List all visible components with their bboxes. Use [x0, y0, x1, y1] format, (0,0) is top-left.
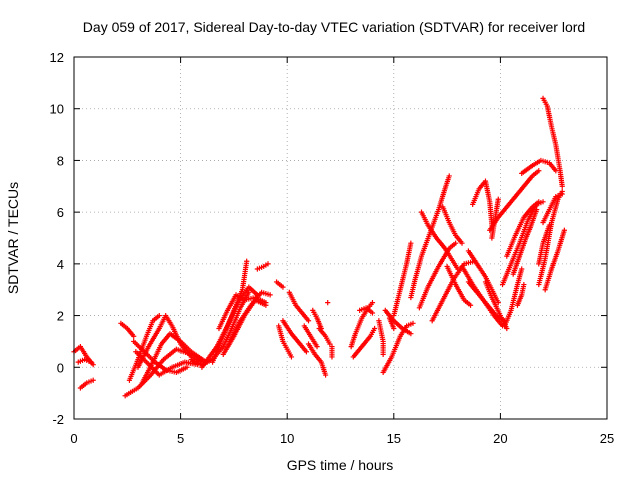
data-point	[536, 199, 542, 205]
x-tick-label: 15	[387, 431, 401, 446]
x-tick-label: 25	[600, 431, 614, 446]
y-tick-label: 4	[57, 257, 64, 272]
data-point	[408, 240, 414, 246]
data-point	[88, 359, 94, 365]
data-point	[521, 281, 527, 288]
data-point	[446, 173, 452, 179]
data-point	[305, 318, 312, 324]
x-axis-label: GPS time / hours	[287, 457, 394, 473]
chart-title: Day 059 of 2017, Sidereal Day-to-day VTE…	[83, 19, 585, 35]
axis-ticks: 0 5 10 15 20 25 -2 0 2 4 6 8 10 12	[50, 50, 615, 446]
y-tick-label: -2	[52, 412, 64, 427]
y-tick-label: 10	[50, 102, 64, 117]
x-tick-label: 10	[280, 431, 294, 446]
data-point	[267, 292, 273, 298]
data-point	[536, 168, 542, 174]
data-point	[369, 300, 376, 306]
data-point	[559, 183, 565, 189]
data-point	[244, 258, 250, 264]
data-point	[410, 320, 416, 326]
data-point	[288, 354, 295, 360]
x-tick-label: 20	[493, 431, 507, 446]
y-tick-label: 0	[57, 360, 64, 375]
data-point	[380, 351, 386, 357]
data-point	[318, 325, 324, 332]
data-point	[184, 364, 190, 370]
plot-frame	[73, 56, 608, 420]
data-point	[325, 300, 331, 306]
data-point	[391, 325, 397, 332]
data-point	[408, 331, 414, 337]
data-point	[156, 312, 162, 319]
data-point	[263, 302, 269, 308]
y-tick-label: 12	[50, 50, 64, 65]
data-point	[314, 344, 320, 350]
data-point	[495, 196, 501, 202]
y-axis-label: SDTVAR / TECUs	[5, 182, 21, 294]
y-tick-label: 6	[57, 205, 64, 220]
data-point	[280, 284, 286, 290]
y-tick-label: 2	[57, 309, 64, 324]
data-point	[369, 310, 376, 316]
data-point	[322, 372, 329, 378]
x-tick-label: 0	[70, 431, 77, 446]
data-point	[90, 377, 96, 383]
data-point	[546, 222, 553, 228]
data-point	[459, 240, 465, 246]
data-point	[131, 333, 137, 339]
data-point	[265, 261, 271, 267]
data-point	[467, 302, 474, 308]
data-point	[559, 191, 565, 197]
data-point	[453, 240, 459, 246]
y-tick-label: 8	[57, 153, 64, 168]
data-markers	[71, 95, 567, 399]
data-point	[372, 325, 378, 332]
data-point	[455, 266, 461, 272]
data-point	[329, 354, 335, 360]
data-point	[561, 227, 567, 233]
data-point	[303, 349, 309, 355]
x-tick-label: 5	[177, 431, 184, 446]
data-point	[519, 266, 525, 272]
